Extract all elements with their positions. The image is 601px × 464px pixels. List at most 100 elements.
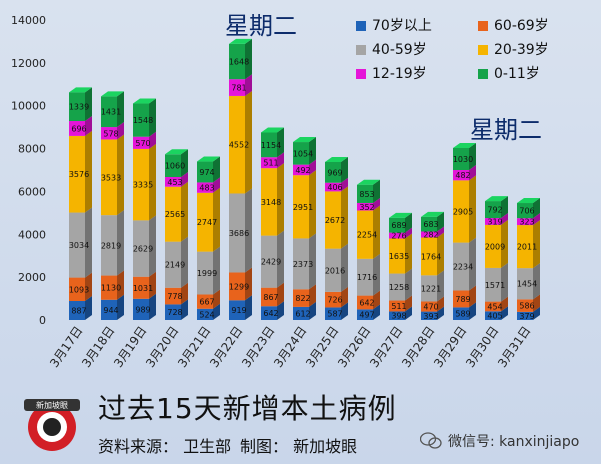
bar-segment-side: [405, 227, 412, 239]
bar-top: [485, 196, 508, 202]
bar-segment: [197, 192, 213, 252]
data-label: 352: [359, 203, 374, 212]
data-label: 1571: [485, 281, 505, 290]
bar-stack: 887 1093 3034 3576 696 1339: [69, 87, 92, 320]
bar-segment: [165, 154, 181, 178]
bar-segment-side: [501, 219, 508, 268]
y-tick-label: 2000: [18, 271, 46, 284]
data-label: 323: [519, 218, 534, 227]
bar-segment-side: [245, 90, 252, 194]
bar-segment: [69, 135, 85, 213]
data-label: 2565: [165, 210, 185, 219]
bar-segment: [261, 168, 277, 236]
annotation-tuesday-2: 星期二: [470, 116, 542, 144]
data-label: 470: [423, 303, 438, 312]
data-label: 1093: [69, 285, 89, 294]
bar-segment: [517, 299, 533, 312]
bar-segment-side: [469, 142, 476, 171]
data-label: 1548: [133, 116, 153, 125]
wechat-id: 微信号: kanxinjiapo: [420, 431, 579, 451]
data-label: 482: [455, 171, 470, 180]
data-label: 3533: [101, 173, 121, 182]
bar-top: [325, 156, 348, 162]
bar-segment: [325, 291, 341, 308]
bar-segment: [357, 258, 373, 296]
bar-stack: 728 778 2149 2565 453 1060: [165, 149, 188, 320]
data-label: 887: [71, 306, 86, 315]
bar-top: [293, 137, 316, 143]
bar-segment: [197, 251, 213, 295]
data-label: 1130: [101, 284, 121, 293]
wechat-icon: [420, 432, 442, 449]
bar-segment-side: [533, 306, 540, 320]
bars-group: 887 1093 3034 3576 696 1339 944 1130 2819 3533 578…: [69, 38, 540, 321]
data-label: 1454: [517, 280, 537, 289]
bar-segment: [389, 300, 405, 312]
data-label: 453: [167, 178, 182, 187]
bar-segment-side: [213, 303, 220, 320]
bar-top: [69, 87, 92, 93]
data-label: 379: [519, 312, 534, 321]
bar-segment: [453, 242, 469, 291]
bar-segment-side: [309, 233, 316, 290]
bar-segment: [133, 103, 149, 137]
bar-segment: [133, 220, 149, 277]
annotation-tuesday-1: 星期二: [225, 12, 297, 40]
bar-segment: [421, 301, 437, 312]
stacked-bar-chart: 0 2000 4000 6000 8000 10000 12000 14000 887 1093…: [11, 14, 549, 370]
bar-segment: [389, 232, 405, 239]
bar-segment: [293, 306, 309, 320]
bar-segment: [325, 161, 341, 183]
bar-segment: [325, 191, 341, 249]
legend-item: 20-39岁: [478, 42, 549, 58]
bar-segment: [229, 300, 245, 320]
bar-segment: [165, 186, 181, 242]
bar-segment-side: [469, 175, 476, 243]
bar-segment-side: [437, 232, 444, 276]
data-label: 393: [423, 312, 438, 321]
bar-segment-side: [181, 282, 188, 305]
bar-segment-side: [533, 294, 540, 312]
bar-segment: [293, 289, 309, 307]
data-label: 1054: [293, 149, 313, 158]
bar-segment-side: [213, 289, 220, 309]
bar-stack: 587 726 2016 2672 406 969: [325, 156, 348, 320]
bar-segment-side: [181, 172, 188, 187]
bar-segment: [293, 238, 309, 290]
bar-top: [389, 212, 412, 218]
bar-segment: [133, 136, 149, 149]
legend: 70岁以上 60-69岁 40-59岁 20-39岁 12-19岁 0-11岁: [356, 18, 549, 82]
data-source: 资料来源： 卫生部: [98, 437, 232, 456]
bar-segment-side: [245, 38, 252, 80]
data-label: 2819: [101, 241, 121, 250]
data-label: 974: [199, 168, 214, 177]
data-label: 3034: [69, 241, 89, 250]
bar-segment: [325, 182, 341, 192]
bar-segment: [165, 241, 181, 288]
data-label: 319: [487, 217, 502, 226]
bar-segment-side: [117, 294, 124, 320]
bar-segment: [421, 216, 437, 232]
bar-segment: [101, 299, 117, 320]
bar-segment-side: [341, 243, 348, 292]
bar-segment-side: [405, 212, 412, 233]
data-label: 726: [327, 296, 342, 305]
data-label: 524: [199, 310, 214, 319]
bar-top: [261, 127, 284, 133]
bar-segment-side: [85, 116, 92, 136]
bar-segment: [133, 276, 149, 299]
bar-segment: [325, 307, 341, 320]
bar-segment: [69, 277, 85, 301]
legend-label: 12-19岁: [372, 66, 427, 82]
bar-segment: [261, 132, 277, 158]
bar-segment: [389, 238, 405, 274]
bar-segment-side: [437, 306, 444, 320]
y-tick-label: 8000: [18, 143, 46, 156]
bar-segment: [229, 193, 245, 273]
data-label: 1764: [421, 252, 441, 261]
data-label: 944: [103, 306, 118, 315]
bar-segment: [357, 202, 373, 211]
data-label: 1060: [165, 162, 185, 171]
bar-segment-side: [245, 295, 252, 320]
